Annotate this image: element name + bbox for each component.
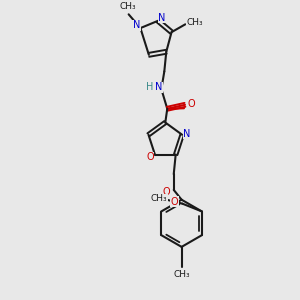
- Text: O: O: [187, 99, 195, 109]
- Text: O: O: [171, 197, 178, 207]
- Text: N: N: [158, 13, 166, 23]
- Text: N: N: [133, 20, 140, 30]
- Text: CH₃: CH₃: [119, 2, 136, 11]
- Text: N: N: [183, 129, 191, 139]
- Text: CH₃: CH₃: [151, 194, 167, 203]
- Text: O: O: [146, 152, 154, 163]
- Text: N: N: [155, 82, 162, 92]
- Text: O: O: [162, 187, 170, 197]
- Text: CH₃: CH₃: [173, 270, 190, 279]
- Text: CH₃: CH₃: [187, 18, 203, 27]
- Text: H: H: [146, 82, 153, 92]
